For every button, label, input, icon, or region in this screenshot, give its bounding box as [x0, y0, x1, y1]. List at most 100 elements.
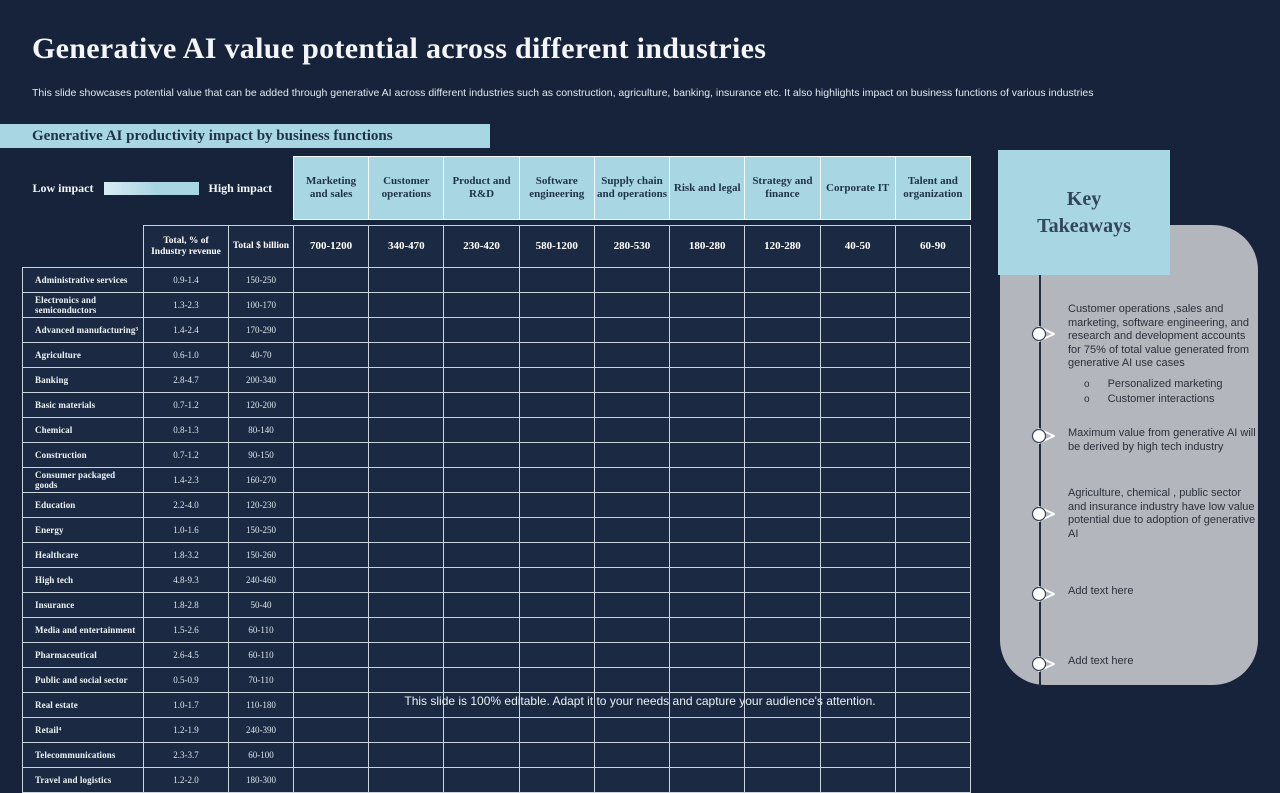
industry-name-cell: Banking	[22, 367, 144, 393]
impact-cell	[593, 342, 671, 368]
legend-low-label: Low impact	[32, 181, 94, 195]
impact-cell	[744, 617, 821, 643]
function-column-header: Talent and organization	[894, 156, 972, 220]
function-total-value: 60-90	[894, 225, 972, 268]
impact-cell	[593, 567, 671, 593]
takeaway-subitem: o Customer interactions	[1084, 393, 1258, 407]
industry-pct-cell: 1.5-2.6	[143, 617, 229, 643]
impact-cell	[894, 542, 972, 568]
takeaway-text: Maximum value from generative AI will be…	[1068, 427, 1256, 453]
table-row: High tech 4.8-9.3 240-460	[22, 567, 972, 593]
impact-cell	[669, 342, 746, 368]
impact-cell	[744, 467, 821, 493]
function-column-header: Software engineering	[518, 156, 595, 220]
page-title: Generative AI value potential across dif…	[32, 32, 767, 65]
function-total-value: 340-470	[368, 225, 445, 268]
section-banner: Generative AI productivity impact by bus…	[0, 124, 490, 148]
impact-cell	[744, 767, 821, 793]
industry-usd-cell: 120-230	[228, 492, 294, 518]
timeline-marker-icon	[1031, 324, 1057, 349]
timeline-marker-icon	[1031, 504, 1057, 529]
impact-cell	[518, 667, 595, 693]
impact-cell	[744, 692, 821, 718]
industry-usd-cell: 150-250	[228, 517, 294, 543]
industry-pct-cell: 0.7-1.2	[143, 442, 229, 468]
impact-cell	[894, 692, 972, 718]
totals-row: Total, % of Industry revenue Total $ bil…	[23, 225, 972, 268]
impact-cell	[518, 592, 595, 618]
impact-cell	[669, 617, 746, 643]
industry-pct-cell: 4.8-9.3	[143, 567, 229, 593]
impact-cell	[292, 367, 370, 393]
impact-cell	[819, 692, 896, 718]
industry-name-cell: Construction	[22, 442, 144, 468]
impact-cell	[368, 517, 445, 543]
impact-cell	[894, 267, 972, 293]
impact-cell	[292, 292, 370, 318]
impact-cell	[443, 667, 520, 693]
impact-cell	[368, 442, 445, 468]
impact-cell	[819, 342, 896, 368]
function-column-header: Product and R&D	[443, 156, 520, 220]
impact-cell	[819, 367, 896, 393]
table-row: Healthcare 1.8-3.2 150-260	[22, 542, 972, 568]
impact-cell	[819, 517, 896, 543]
impact-cell	[593, 517, 671, 543]
impact-legend: Low impact High impact	[23, 181, 294, 195]
impact-cell	[894, 667, 972, 693]
impact-cell	[819, 542, 896, 568]
impact-cell	[593, 267, 671, 293]
slide-canvas: Generative AI value potential across dif…	[0, 32, 1258, 793]
impact-cell	[518, 617, 595, 643]
impact-cell	[443, 717, 520, 743]
impact-cell	[593, 467, 671, 493]
impact-cell	[669, 592, 746, 618]
impact-cell	[819, 667, 896, 693]
impact-cell	[593, 417, 671, 443]
impact-cell	[744, 517, 821, 543]
impact-cell	[669, 317, 746, 343]
function-total-value: 40-50	[819, 225, 896, 268]
impact-cell	[894, 767, 972, 793]
impact-cell	[593, 442, 671, 468]
impact-cell	[744, 592, 821, 618]
takeaway-text-placeholder[interactable]: Add text here	[1068, 655, 1258, 669]
impact-cell	[593, 717, 671, 743]
industry-name-cell: Basic materials	[22, 392, 144, 418]
impact-cell	[368, 467, 445, 493]
impact-cell	[669, 467, 746, 493]
takeaway-text-placeholder[interactable]: Add text here	[1068, 585, 1258, 599]
industry-pct-cell: 0.5-0.9	[143, 667, 229, 693]
industry-pct-cell: 2.3-3.7	[143, 742, 229, 768]
industry-name-cell: Telecommunications	[22, 742, 144, 768]
subitem-label: Customer interactions	[1107, 393, 1215, 405]
impact-matrix-table: Low impact High impact Marketing and sal…	[22, 156, 972, 793]
timeline-marker-icon	[1031, 584, 1057, 609]
impact-cell	[518, 567, 595, 593]
impact-cell	[669, 742, 746, 768]
function-column-header: Supply chain and operations	[593, 156, 671, 220]
impact-cell	[368, 542, 445, 568]
impact-cell	[368, 642, 445, 668]
impact-cell	[669, 542, 746, 568]
impact-cell	[593, 392, 671, 418]
impact-cell	[669, 292, 746, 318]
impact-cell	[443, 392, 520, 418]
impact-cell	[819, 392, 896, 418]
industry-usd-cell: 150-250	[228, 267, 294, 293]
impact-cell	[669, 567, 746, 593]
industry-name-cell: Agriculture	[22, 342, 144, 368]
timeline-marker-icon	[1031, 654, 1057, 679]
impact-cell	[518, 417, 595, 443]
table-row: Basic materials 0.7-1.2 120-200	[22, 392, 972, 418]
impact-cell	[443, 417, 520, 443]
function-total-value: 180-280	[669, 225, 746, 268]
industry-usd-cell: 50-40	[228, 592, 294, 618]
impact-cell	[593, 492, 671, 518]
function-column-header: Corporate IT	[819, 156, 896, 220]
impact-cell	[292, 342, 370, 368]
impact-cell	[819, 492, 896, 518]
impact-cell	[518, 467, 595, 493]
industry-usd-cell: 180-300	[228, 767, 294, 793]
impact-cell	[368, 667, 445, 693]
